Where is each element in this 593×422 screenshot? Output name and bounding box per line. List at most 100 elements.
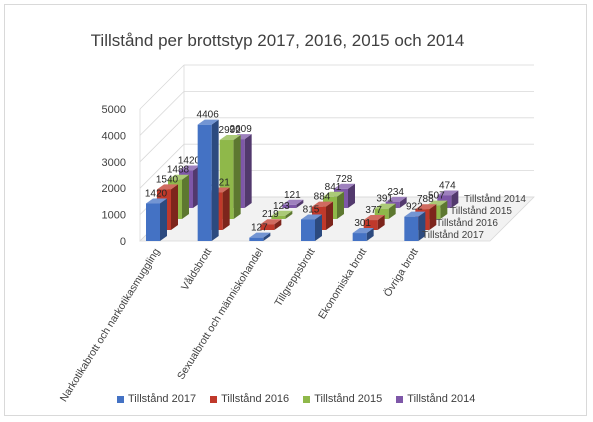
data-label: 123 bbox=[273, 201, 290, 212]
bar bbox=[249, 237, 264, 241]
legend-swatch bbox=[303, 395, 311, 403]
bar-top bbox=[363, 215, 385, 221]
bar-side bbox=[211, 119, 219, 241]
legend-label: Tillstånd 2017 bbox=[128, 393, 197, 405]
bar-top bbox=[249, 232, 271, 238]
x-category-label: Narkotikabrott och narkotikasmuggling bbox=[58, 246, 163, 404]
data-label: 234 bbox=[387, 187, 404, 198]
data-label: 1540 bbox=[156, 174, 179, 185]
data-label: 507 bbox=[428, 191, 445, 202]
bar bbox=[374, 208, 389, 219]
depth-axis-label: Tillstånd 2017 bbox=[422, 229, 484, 241]
gridline-side bbox=[139, 91, 185, 136]
legend-item: Tillstånd 2014 bbox=[396, 393, 475, 405]
data-label: 2992 bbox=[219, 125, 242, 136]
gridline-side bbox=[139, 64, 185, 110]
legend-swatch bbox=[210, 395, 218, 403]
bar-top bbox=[374, 203, 396, 209]
bar-top bbox=[197, 119, 219, 125]
data-label: 884 bbox=[314, 192, 331, 203]
bar-side bbox=[429, 204, 437, 230]
bar-side bbox=[440, 200, 448, 219]
chart-title: Tillstånd per brottstyp 2017, 2016, 2015… bbox=[90, 31, 465, 50]
bar-side bbox=[451, 190, 459, 208]
y-tick-label: 5000 bbox=[102, 104, 126, 116]
depth-axis-label: Tillstånd 2016 bbox=[436, 217, 498, 229]
bar-side bbox=[182, 174, 189, 219]
data-label: 391 bbox=[376, 194, 393, 205]
bar-side bbox=[274, 219, 282, 230]
bar-top bbox=[385, 196, 407, 202]
bar-side bbox=[326, 201, 333, 230]
legend-swatch bbox=[117, 395, 124, 403]
data-label: 728 bbox=[336, 174, 353, 185]
legend-item: Tillstånd 2016 bbox=[210, 393, 289, 405]
data-label: 121 bbox=[284, 190, 301, 201]
legend-swatch bbox=[396, 395, 404, 403]
depth-axis-label: Tillstånd 2015 bbox=[450, 205, 512, 217]
depth-axis-label: Tillstånd 2014 bbox=[464, 193, 526, 205]
bar-top bbox=[323, 191, 344, 197]
bar-top bbox=[301, 214, 322, 220]
chart-frame: Tillstånd per brottstyp 2017, 2016, 2015… bbox=[4, 4, 587, 416]
bar-top bbox=[157, 184, 178, 190]
bar-side bbox=[160, 198, 167, 241]
x-category-label: Övriga brott bbox=[382, 246, 421, 299]
data-label: 127 bbox=[251, 223, 268, 234]
data-label: 377 bbox=[365, 205, 382, 216]
bar-top bbox=[334, 183, 355, 189]
bar-side bbox=[296, 199, 304, 208]
bar-side bbox=[244, 134, 252, 208]
bar-top bbox=[404, 211, 426, 217]
chart-plot: 0 1000 2000 3000 4000 5000 1420 2609 121 728 234 47… bbox=[58, 64, 535, 404]
data-label: 841 bbox=[325, 182, 342, 193]
x-category-label: Sexualbrott och människohandel bbox=[175, 246, 266, 382]
legend-item: Tillstånd 2015 bbox=[303, 393, 382, 405]
gridline-side bbox=[139, 117, 185, 163]
y-tick-label: 0 bbox=[120, 236, 126, 248]
data-label: 788 bbox=[417, 194, 434, 205]
bar bbox=[260, 224, 275, 230]
bar-top bbox=[271, 210, 293, 216]
bar-side bbox=[171, 184, 178, 230]
bar-top bbox=[437, 190, 459, 196]
data-label: 815 bbox=[303, 204, 320, 215]
bar bbox=[197, 124, 212, 241]
data-label: 1421 bbox=[208, 177, 231, 188]
data-label: 1420 bbox=[145, 189, 168, 200]
y-tick-label: 3000 bbox=[102, 157, 126, 169]
bar-side bbox=[366, 228, 374, 241]
bar-side bbox=[337, 191, 344, 219]
bar-top bbox=[168, 174, 189, 180]
bar-top bbox=[282, 199, 304, 205]
bar-top bbox=[415, 204, 437, 210]
y-tick-label: 1000 bbox=[102, 210, 126, 222]
data-label: 2609 bbox=[230, 124, 253, 135]
bar-top bbox=[219, 135, 241, 141]
bar bbox=[282, 204, 297, 208]
bar bbox=[271, 215, 286, 219]
bar-top bbox=[312, 201, 333, 207]
bar-side bbox=[222, 187, 230, 230]
legend-label: Tillstånd 2016 bbox=[221, 393, 290, 405]
bar-side bbox=[233, 135, 241, 219]
legend-item: Tillstånd 2017 bbox=[117, 393, 196, 405]
y-tick-label: 2000 bbox=[102, 183, 126, 195]
data-label: 1420 bbox=[178, 156, 201, 167]
bar-side bbox=[315, 214, 322, 241]
x-category-label: Våldsbrott bbox=[179, 246, 214, 293]
bar bbox=[363, 220, 378, 230]
data-label: 1488 bbox=[167, 165, 190, 176]
bar-side bbox=[285, 210, 293, 219]
bar-side bbox=[388, 203, 396, 219]
gridline-side bbox=[139, 143, 185, 189]
data-label: 474 bbox=[439, 180, 456, 191]
bar-side bbox=[418, 211, 426, 241]
data-label: 4406 bbox=[197, 110, 220, 121]
bar-side bbox=[263, 232, 271, 241]
bar-top bbox=[146, 198, 167, 204]
bar bbox=[301, 219, 315, 241]
legend-label: Tillstånd 2015 bbox=[314, 393, 383, 405]
x-category-label: Ekonomiska brott bbox=[316, 246, 369, 321]
bar-side bbox=[399, 196, 407, 208]
